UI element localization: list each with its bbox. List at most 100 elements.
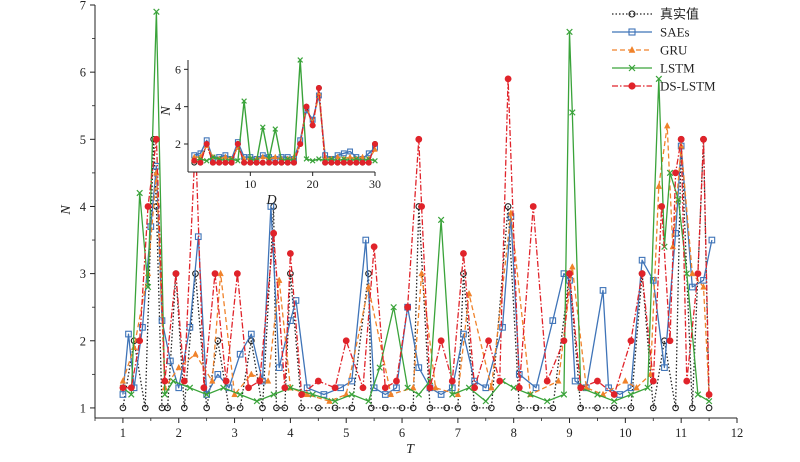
data-point <box>236 391 244 398</box>
inset-data-point <box>259 153 266 160</box>
inset-data-point <box>203 157 210 164</box>
data-point <box>381 391 389 398</box>
data-point <box>256 377 264 385</box>
data-point <box>532 404 540 412</box>
data-point <box>700 283 707 290</box>
data-point <box>247 337 255 345</box>
data-point <box>683 377 691 385</box>
data-point <box>153 135 160 143</box>
data-point <box>275 364 283 371</box>
inset-data-point <box>241 98 247 104</box>
data-point <box>211 270 219 278</box>
data-point <box>647 370 654 377</box>
data-point <box>638 256 646 264</box>
inset-data-point <box>197 159 204 166</box>
x-tick-label: 7 <box>455 426 461 440</box>
data-point <box>485 337 492 345</box>
data-point <box>381 404 389 412</box>
inset-data-point <box>272 126 279 132</box>
inset-y-tick-label: 6 <box>175 62 181 76</box>
data-point <box>348 404 356 412</box>
data-point <box>267 203 275 210</box>
data-point <box>175 363 182 371</box>
data-point <box>610 404 618 412</box>
data-point <box>555 377 562 384</box>
data-point <box>666 337 674 345</box>
data-point <box>471 384 479 392</box>
data-point <box>144 283 152 291</box>
data-point <box>367 404 375 412</box>
data-point <box>705 391 713 398</box>
data-point <box>569 109 576 116</box>
data-point <box>203 391 211 398</box>
data-point <box>705 404 713 412</box>
data-point <box>515 384 523 392</box>
data-point <box>627 391 635 398</box>
data-point <box>222 377 230 385</box>
inset-series-4 <box>191 85 378 166</box>
inset-plot: 10 20 30 2 4 6 D N <box>159 57 381 208</box>
y-tick-label: 7 <box>80 0 86 13</box>
data-point <box>245 384 252 392</box>
data-point <box>186 384 194 392</box>
data-point <box>381 384 389 392</box>
data-point <box>186 323 194 331</box>
data-point <box>276 276 283 283</box>
data-point <box>460 270 467 277</box>
inset-data-point <box>372 146 378 152</box>
y-tick-label: 2 <box>80 334 86 348</box>
data-point <box>365 397 372 405</box>
inset-y-tick-label: 2 <box>175 137 181 151</box>
y-tick-label: 6 <box>80 66 86 80</box>
data-point <box>577 404 585 412</box>
legend-label: GRU <box>660 43 688 58</box>
inset-data-point <box>272 153 279 160</box>
data-point <box>161 391 169 398</box>
series-group <box>119 8 716 412</box>
data-point <box>658 203 666 210</box>
data-point <box>331 384 339 392</box>
data-point <box>248 370 255 377</box>
data-point <box>236 350 244 358</box>
inset-y-axis-label: N <box>159 106 174 117</box>
data-point <box>119 384 127 392</box>
legend-marker <box>628 82 636 90</box>
data-point <box>259 404 266 412</box>
data-point <box>594 404 601 412</box>
data-point <box>465 384 473 392</box>
data-point <box>158 404 166 412</box>
data-point <box>281 384 289 392</box>
inset-y-tick-label: 4 <box>175 100 181 114</box>
legend-item-3: LSTM <box>612 61 695 76</box>
data-point <box>376 364 383 371</box>
data-point <box>669 242 677 250</box>
inset-data-point <box>334 153 341 160</box>
data-point <box>125 330 132 338</box>
data-point <box>655 75 663 83</box>
inset-data-point <box>359 153 366 160</box>
legend-marker <box>628 64 636 72</box>
data-point <box>136 337 144 345</box>
data-point <box>426 404 434 412</box>
data-point <box>560 337 568 345</box>
inset-data-point <box>359 159 366 166</box>
data-point <box>180 377 188 385</box>
inset-data-point <box>290 159 297 166</box>
inset-data-point <box>259 124 266 131</box>
data-point <box>342 337 350 345</box>
legend-label: SAEs <box>660 25 690 40</box>
data-point <box>161 377 169 385</box>
inset-data-point <box>259 159 266 166</box>
inset-data-point <box>272 159 279 166</box>
data-point <box>253 397 261 405</box>
inset-data-point <box>353 159 360 166</box>
data-point <box>236 404 244 412</box>
data-point <box>605 384 612 392</box>
inset-data-point <box>203 141 210 148</box>
data-point <box>571 377 579 385</box>
data-point <box>169 377 177 385</box>
data-point <box>220 384 227 392</box>
legend: 真实值 SAEs GRU LSTM DS-LSTM <box>612 7 716 94</box>
data-point <box>437 216 445 224</box>
